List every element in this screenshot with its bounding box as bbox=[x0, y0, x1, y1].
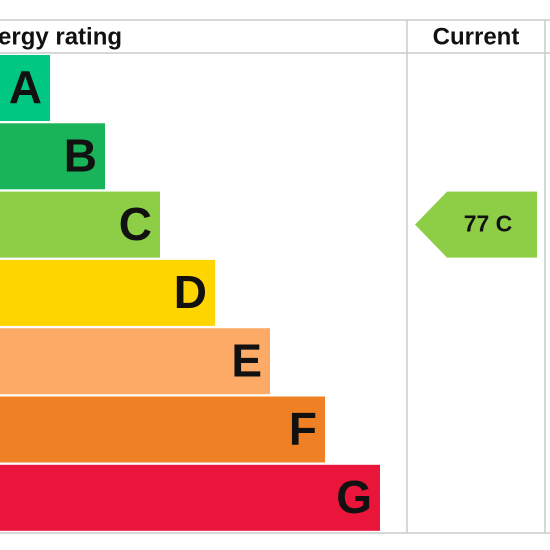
band-letter: E bbox=[231, 334, 262, 386]
band-bar bbox=[0, 464, 380, 531]
band-letter: B bbox=[64, 129, 97, 181]
band-bar bbox=[0, 55, 50, 121]
band-bar bbox=[0, 328, 270, 395]
band-bar bbox=[0, 191, 160, 258]
header-current: Current bbox=[433, 23, 520, 50]
band-letter: G bbox=[336, 471, 372, 523]
current-label: 77 C bbox=[464, 211, 513, 237]
band-letter: C bbox=[119, 198, 152, 250]
band-bar bbox=[0, 123, 105, 190]
band-bar bbox=[0, 259, 215, 326]
current-arrow bbox=[415, 191, 537, 258]
band-letter: D bbox=[174, 266, 207, 318]
band-letter: F bbox=[289, 403, 317, 455]
band-letter: A bbox=[9, 61, 42, 113]
band-bar bbox=[0, 396, 325, 463]
header-title: ergy rating bbox=[0, 23, 122, 50]
